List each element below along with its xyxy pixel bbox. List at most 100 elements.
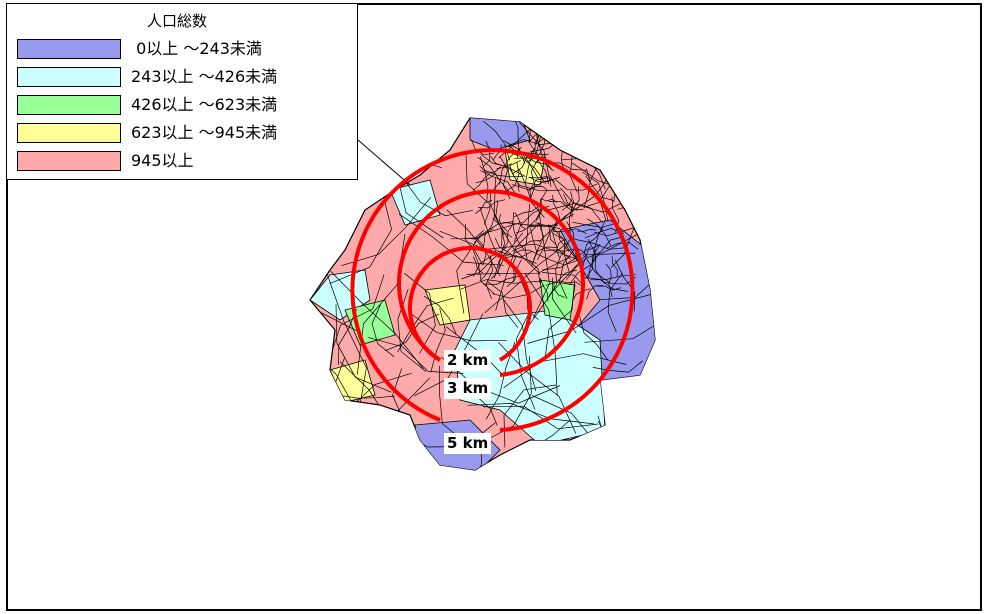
district-boundary-line	[506, 259, 522, 288]
district-boundary-line	[553, 281, 565, 298]
district-boundary-line	[484, 169, 524, 178]
district-boundary-line	[464, 446, 482, 470]
district-boundary-line	[479, 156, 489, 202]
district-boundary-line	[485, 255, 493, 299]
district-boundary-line	[456, 221, 523, 314]
district-boundary-line	[477, 156, 510, 193]
district-boundary-line	[607, 139, 643, 161]
district-boundary-line	[618, 118, 639, 143]
district-boundary-line	[524, 273, 558, 396]
district-boundary-line	[561, 199, 575, 256]
district-boundary-line	[499, 118, 552, 187]
district-boundary-line	[599, 265, 655, 301]
district-boundary-line	[587, 238, 605, 284]
district-boundary-line	[508, 212, 514, 231]
legend-label: 0以上 ～243未満	[131, 39, 262, 58]
district-boundary-line	[563, 193, 573, 218]
district-boundary-line	[593, 233, 655, 284]
district-boundary-line	[470, 245, 496, 295]
district-boundary-line	[568, 249, 596, 286]
district-boundary-line	[323, 176, 365, 202]
legend-swatch	[17, 95, 121, 115]
district-boundary-line	[503, 140, 539, 180]
district-boundary-line	[556, 238, 566, 258]
district-boundary-line	[479, 165, 502, 173]
legend-item: 0以上 ～243未満	[17, 39, 357, 61]
legend-label: 243以上 ～426未満	[131, 67, 278, 86]
district-boundary-line	[508, 167, 561, 192]
district-boundary-line	[498, 342, 577, 434]
district-boundary-line	[330, 270, 424, 369]
legend-item: 426以上 ～623未満	[17, 95, 357, 117]
district-boundary-line	[539, 277, 549, 302]
district-boundary-line	[310, 206, 321, 235]
area-cyan-nw	[389, 179, 441, 226]
district-boundary-line	[536, 253, 579, 266]
district-boundary-line	[515, 305, 536, 410]
district-boundary-line	[525, 133, 540, 184]
district-boundary-line	[561, 191, 573, 211]
district-boundary-line	[587, 218, 612, 247]
district-boundary-line	[577, 139, 608, 144]
area-yellow-center	[424, 284, 471, 326]
district-boundary-line	[583, 150, 609, 161]
district-boundary-line	[530, 177, 557, 183]
district-boundary-line	[397, 297, 454, 353]
district-boundary-line	[479, 263, 492, 282]
district-boundary-line	[446, 209, 501, 277]
district-boundary-line	[515, 225, 538, 234]
ring-label-2km: 2 km	[444, 350, 492, 371]
district-boundary-line	[584, 276, 629, 292]
district-boundary-line	[398, 213, 504, 266]
district-boundary-line	[548, 224, 557, 245]
district-boundary-line	[529, 158, 539, 201]
district-boundary-line	[492, 284, 545, 299]
legend-label: 426以上 ～623未満	[131, 95, 278, 114]
district-boundary-line	[579, 315, 608, 360]
district-boundary-line	[472, 256, 484, 274]
district-boundary-line	[403, 179, 473, 217]
district-boundary-line	[310, 453, 386, 470]
district-boundary-line	[614, 259, 636, 312]
district-boundary-line	[572, 162, 613, 186]
district-boundary-line	[513, 205, 541, 218]
district-boundary-line	[496, 250, 533, 258]
district-boundary-line	[483, 405, 599, 430]
district-boundary-line	[527, 225, 561, 229]
district-boundary-line	[512, 148, 537, 175]
district-boundary-line	[554, 179, 598, 191]
district-boundary-line	[464, 228, 494, 240]
district-boundary-line	[542, 246, 591, 271]
district-boundary-line	[585, 175, 614, 201]
district-boundary-line	[593, 227, 634, 237]
district-boundary-line	[597, 415, 619, 470]
district-boundary-line	[588, 258, 597, 278]
district-boundary-line	[540, 164, 549, 185]
ring-2km	[408, 246, 532, 362]
district-boundary-line	[323, 456, 372, 470]
district-boundary-line	[551, 277, 577, 334]
district-boundary-line	[502, 255, 537, 264]
legend-leader-line	[357, 139, 411, 186]
legend-label: 623以上 ～945未満	[131, 123, 278, 142]
district-boundary-line	[423, 295, 457, 335]
district-boundary-line	[572, 288, 591, 302]
district-boundary-line	[552, 233, 577, 260]
ring-label-5km: 5 km	[444, 433, 492, 454]
district-boundary-line	[439, 230, 583, 262]
district-boundary-line	[477, 199, 506, 209]
district-boundary-line	[474, 200, 493, 214]
ring-5km	[350, 148, 635, 432]
district-boundary-line	[493, 232, 523, 279]
district-boundary-line	[561, 186, 580, 221]
district-boundary-line	[596, 285, 621, 291]
district-boundary-line	[559, 248, 576, 299]
district-boundary-line	[533, 207, 550, 319]
district-boundary-line	[493, 177, 541, 275]
legend-item: 945以上	[17, 151, 357, 173]
district-boundary-line	[585, 140, 616, 159]
legend-item: 243以上 ～426未満	[17, 67, 357, 89]
district-boundary-line	[575, 239, 627, 250]
district-boundary-line	[535, 130, 543, 167]
